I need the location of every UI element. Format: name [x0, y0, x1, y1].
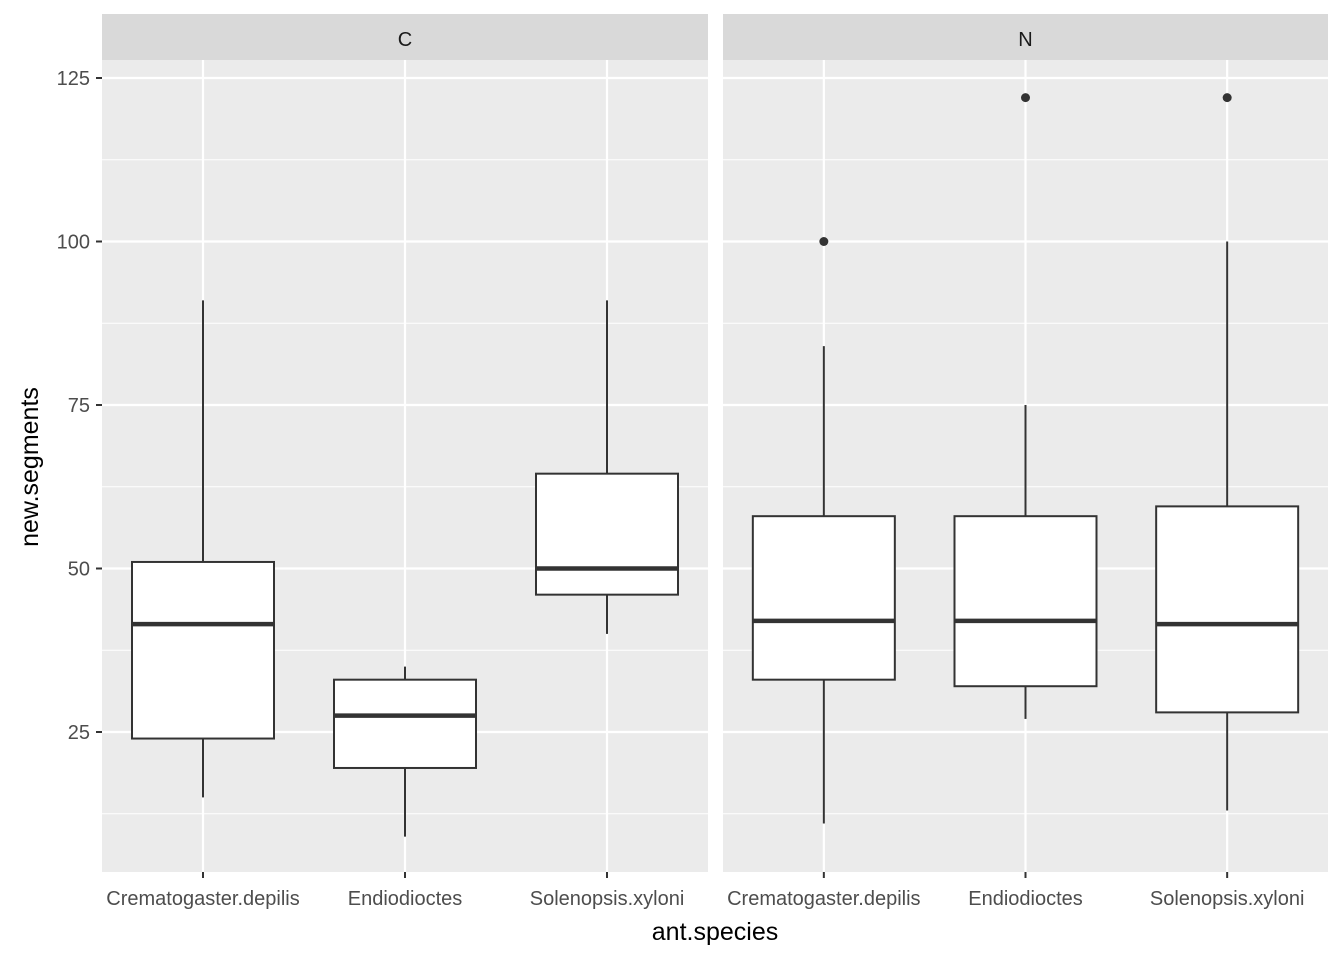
x-tick-label: Crematogaster.depilis [106, 888, 299, 910]
iqr-box [953, 515, 1098, 688]
iqr-box [535, 472, 679, 596]
x-tick-label: Endiodioctes [968, 888, 1083, 910]
y-tick-label: 25 [68, 722, 90, 744]
y-axis: 25 50 75 100 125 [57, 68, 102, 744]
iqr-box [1155, 505, 1300, 714]
iqr-box [333, 678, 477, 769]
box-Endiodioctes: Endiodioctes [333, 60, 477, 910]
box-Crematogaster.depilis: Crematogaster.depilis [106, 60, 300, 910]
y-axis-title: new.segments [16, 387, 44, 547]
x-tick-label: Endiodioctes [348, 888, 463, 910]
outlier-point [1222, 93, 1232, 103]
iqr-box [751, 515, 896, 681]
y-tick-label: 75 [68, 395, 90, 417]
y-tick-label: 50 [68, 559, 90, 581]
facet-strip-label: C [398, 29, 412, 51]
facet-panels: C Crematogaster.depilis Endiodioctes Soleno… [102, 14, 1328, 910]
y-tick-label: 100 [57, 232, 90, 254]
facet-panel-N: N Crematogaster.depilis Endiodioctes Soleno… [723, 14, 1328, 910]
outlier-point [819, 237, 829, 246]
x-tick-label: Crematogaster.depilis [727, 888, 920, 910]
facet-strip [102, 14, 708, 60]
y-tick-label: 125 [57, 68, 90, 90]
box-Solenopsis.xyloni: Solenopsis.xyloni [530, 60, 685, 910]
box-Crematogaster.depilis: Crematogaster.depilis [727, 60, 921, 910]
facet-strip-label: N [1018, 29, 1032, 51]
box-Endiodioctes: Endiodioctes [953, 60, 1098, 910]
facet-strip [723, 14, 1328, 60]
outlier-point [1021, 93, 1030, 103]
facet-panel-C: C Crematogaster.depilis Endiodioctes Soleno… [102, 14, 708, 910]
x-tick-label: Solenopsis.xyloni [1150, 888, 1305, 910]
iqr-box [131, 560, 275, 740]
x-tick-label: Solenopsis.xyloni [530, 888, 685, 910]
x-axis-title: ant.species [652, 918, 778, 946]
box-Solenopsis.xyloni: Solenopsis.xyloni [1150, 60, 1305, 910]
